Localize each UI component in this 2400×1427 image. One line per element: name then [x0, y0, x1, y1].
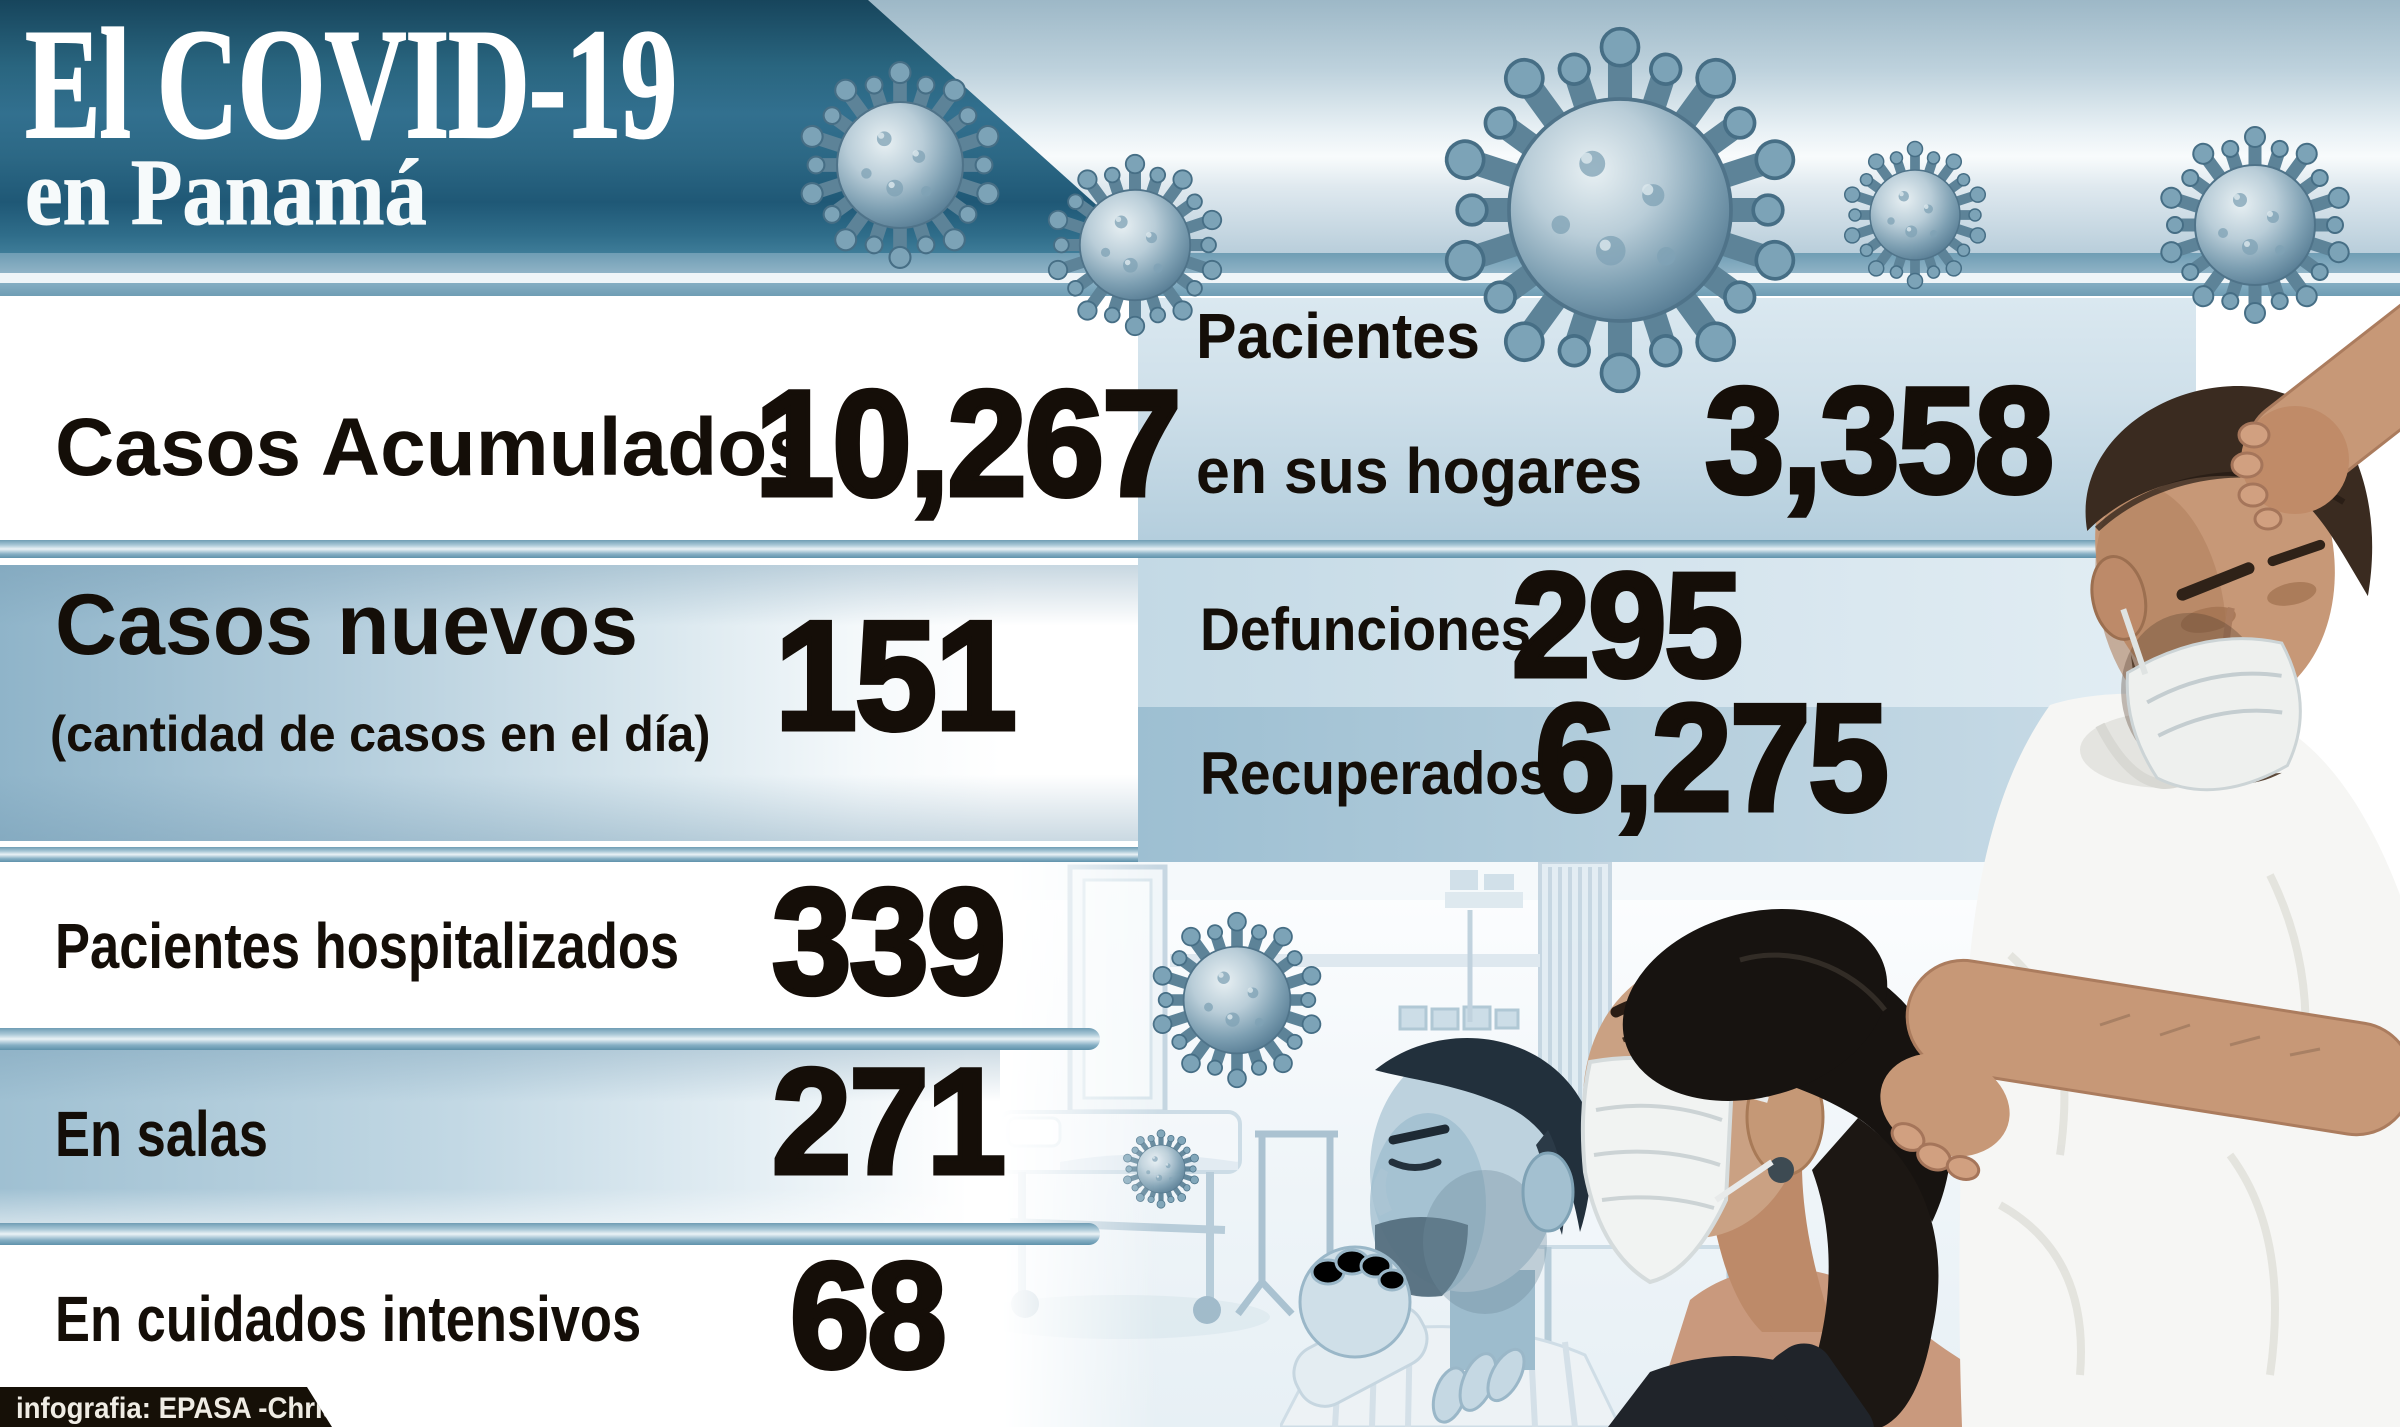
stat-value-en-salas: 271 [770, 1037, 1009, 1205]
stat-value-defunciones: 295 [1510, 543, 1746, 708]
stat-label-casos-acumulados: Casos Acumulados [55, 402, 813, 493]
divider-stripe [0, 273, 2400, 283]
stat-label-casos-nuevos: Casos nuevos [55, 577, 639, 673]
man-touching-forehead-illustration [1880, 279, 2400, 1427]
stat-value-cuidados-intensivos: 68 [788, 1231, 949, 1399]
stat-sublabel-casos-nuevos: (cantidad de casos en el día) [50, 706, 711, 762]
divider-stripe [0, 540, 2196, 558]
divider-stripe [0, 1028, 1100, 1050]
stat-label-en-salas: En salas [55, 1098, 268, 1170]
stat-label-defunciones: Defunciones [1200, 596, 1532, 663]
divider-stripe [0, 1223, 1100, 1245]
masked-woman-illustration [1580, 909, 2060, 1427]
stat-label-cuidados-intensivos: En cuidados intensivos [55, 1283, 642, 1355]
coronavirus-icon [799, 62, 1001, 268]
stat-value-pacientes-hogares: 3,358 [1703, 356, 2057, 524]
stat-label-recuperados: Recuperados [1200, 740, 1550, 807]
credit-tag: infografia: EPASA -Chris R. [0, 1387, 332, 1427]
page-subtitle: en Panamá [25, 141, 428, 245]
panel-defunciones [1138, 558, 2196, 707]
coughing-man-illustration [1280, 1038, 1620, 1427]
stat-label-pacientes-hogares-line1: Pacientes [1196, 300, 1480, 372]
stat-label-pacientes-hospitalizados: Pacientes hospitalizados [55, 910, 680, 982]
panel-en-salas [0, 1050, 1138, 1223]
panel-casos-nuevos [0, 565, 1138, 841]
stat-value-pacientes-hospitalizados: 339 [770, 857, 1009, 1025]
stat-value-casos-acumulados: 10,267 [753, 359, 1184, 527]
page-title: El COVID-19 [24, 0, 678, 172]
stat-label-pacientes-hogares-line2: en sus hogares [1196, 435, 1643, 507]
credit-text: infografia: EPASA -Chris R. [16, 1392, 374, 1425]
stat-value-casos-nuevos: 151 [773, 589, 1020, 762]
divider-stripe [0, 847, 1138, 862]
coronavirus-icon [1442, 29, 1798, 392]
stat-value-recuperados: 6,275 [1533, 673, 1892, 843]
